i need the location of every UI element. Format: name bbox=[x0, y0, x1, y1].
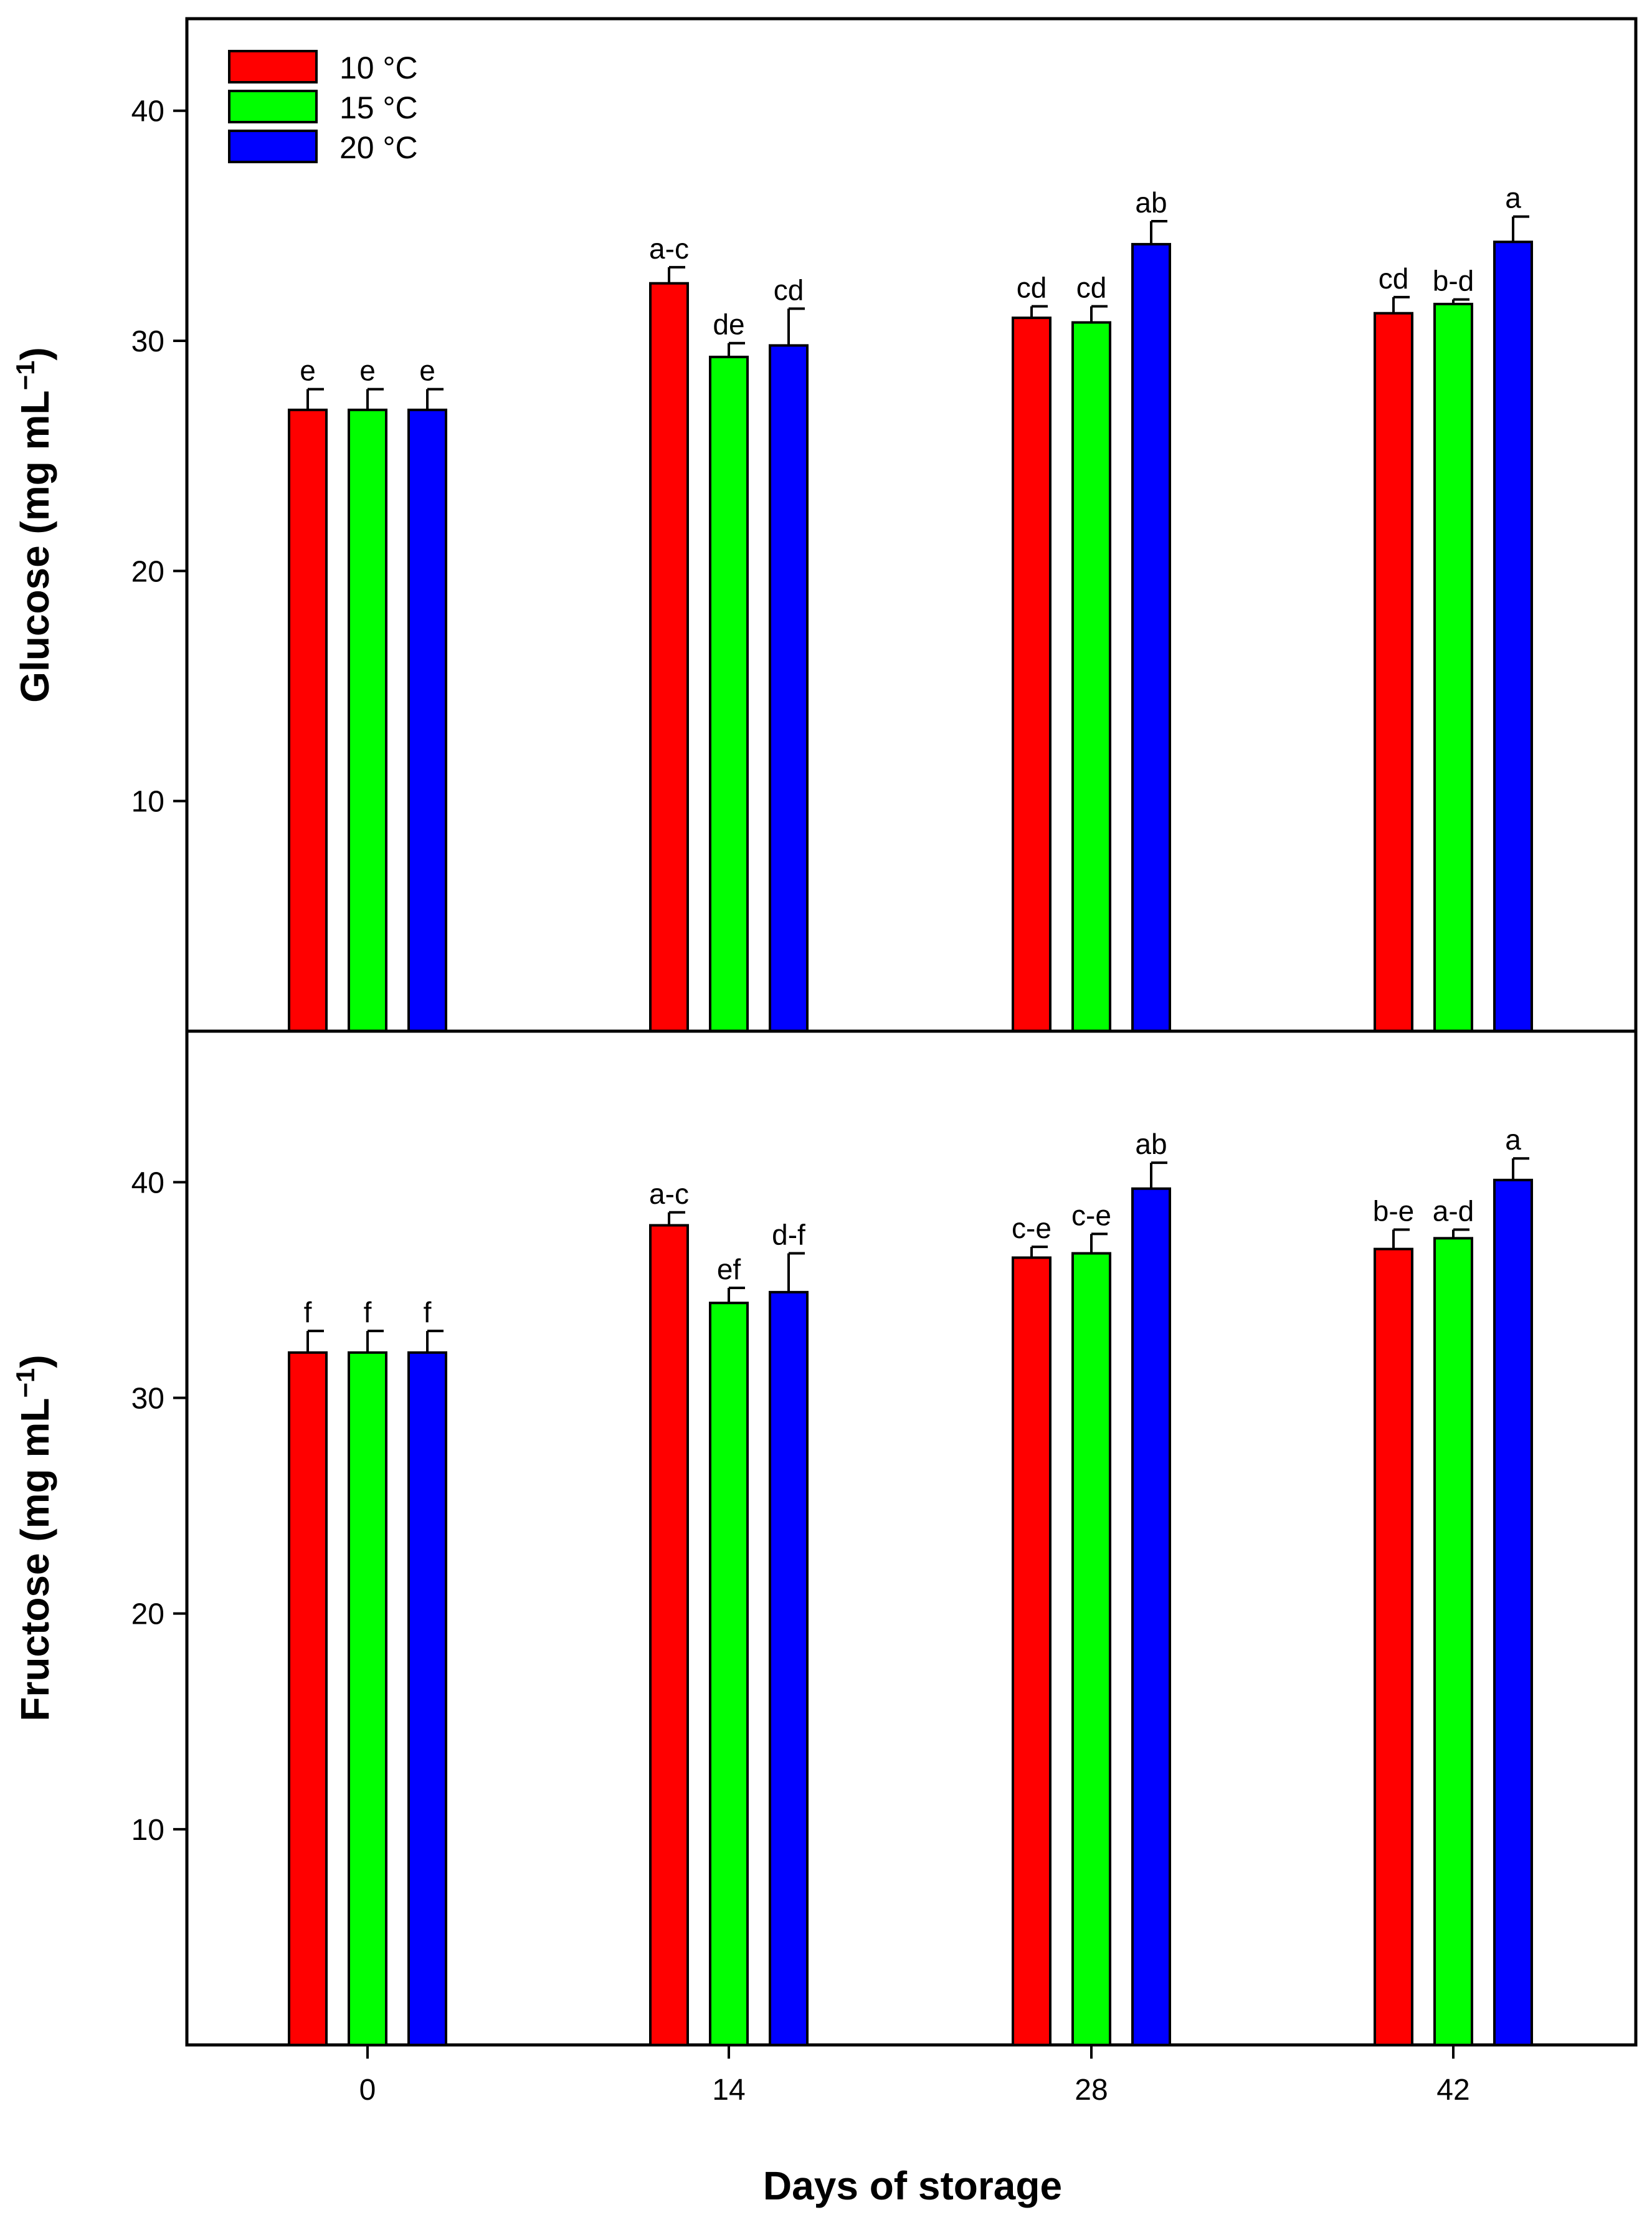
significance-letter: de bbox=[713, 308, 744, 341]
significance-letter: e bbox=[419, 355, 435, 387]
legend: 10 °C 15 °C 20 °C bbox=[228, 50, 418, 165]
bar bbox=[1012, 1256, 1051, 2046]
y-tick-label: 20 bbox=[131, 555, 164, 588]
legend-label: 10 °C bbox=[339, 50, 418, 85]
bar bbox=[407, 1351, 447, 2047]
bar bbox=[348, 1351, 387, 2047]
significance-letter: f bbox=[424, 1296, 432, 1328]
bar bbox=[288, 408, 328, 1032]
plot-frame bbox=[185, 1029, 1638, 2047]
bar bbox=[1374, 1247, 1413, 2046]
bar bbox=[709, 1302, 749, 2047]
legend-label: 20 °C bbox=[339, 130, 418, 165]
bar bbox=[1131, 242, 1171, 1033]
significance-letter: b-e bbox=[1373, 1194, 1414, 1227]
significance-letter: f bbox=[364, 1296, 372, 1328]
x-tick-label: 0 bbox=[359, 2074, 376, 2107]
x-tick-label: 14 bbox=[712, 2074, 745, 2107]
y-tick-label: 40 bbox=[131, 95, 164, 128]
legend-swatch bbox=[228, 50, 318, 83]
legend-swatch bbox=[228, 130, 318, 163]
bar bbox=[1433, 1237, 1473, 2046]
bar bbox=[769, 1290, 809, 2046]
panel-bottom: 10 20 30 40 Fructose (mg mL−1) f f f a-c ef d-f c-e… bbox=[11, 1029, 1638, 2107]
y-axis-title: Glucose (mg mL−1) bbox=[11, 347, 58, 703]
significance-letter: a-c bbox=[649, 232, 689, 265]
bar bbox=[1012, 317, 1051, 1032]
bar bbox=[1374, 312, 1413, 1032]
significance-letter: a bbox=[1505, 182, 1521, 214]
significance-letter: a-d bbox=[1433, 1194, 1474, 1227]
significance-letter: c-e bbox=[1012, 1212, 1051, 1244]
bar bbox=[649, 1224, 689, 2046]
significance-letter: ab bbox=[1135, 186, 1167, 219]
bar bbox=[407, 408, 447, 1032]
bar bbox=[1131, 1187, 1171, 2046]
x-axis-title: Days of storage bbox=[763, 2163, 1062, 2208]
y-tick-label: 40 bbox=[131, 1166, 164, 1199]
significance-letter: ab bbox=[1135, 1128, 1167, 1160]
significance-letter: f bbox=[304, 1296, 312, 1328]
x-tick-label: 42 bbox=[1436, 2074, 1469, 2107]
bar bbox=[1433, 302, 1473, 1032]
bar bbox=[1493, 241, 1533, 1032]
bar bbox=[1071, 321, 1111, 1032]
significance-letter: cd bbox=[1017, 272, 1047, 304]
significance-letter: cd bbox=[774, 274, 804, 306]
bar bbox=[1493, 1178, 1533, 2046]
y-axis-title: Fructose (mg mL−1) bbox=[11, 1355, 58, 1721]
bar bbox=[1071, 1252, 1111, 2046]
significance-letter: a bbox=[1505, 1123, 1521, 1156]
y-tick-label: 20 bbox=[131, 1598, 164, 1631]
y-tick-label: 30 bbox=[131, 325, 164, 358]
bar bbox=[709, 355, 749, 1032]
significance-letter: ef bbox=[717, 1253, 741, 1285]
bar bbox=[769, 344, 809, 1033]
x-tick-label: 28 bbox=[1075, 2074, 1108, 2107]
significance-letter: c-e bbox=[1071, 1199, 1111, 1231]
significance-letter: cd bbox=[1379, 262, 1409, 295]
bar bbox=[649, 282, 689, 1032]
legend-label: 15 °C bbox=[339, 90, 418, 125]
bar bbox=[348, 408, 387, 1032]
y-tick-label: 10 bbox=[131, 1814, 164, 1847]
significance-letter: e bbox=[359, 355, 376, 387]
bar bbox=[288, 1351, 328, 2047]
significance-letter: d-f bbox=[772, 1219, 805, 1251]
significance-letter: b-d bbox=[1433, 265, 1474, 297]
significance-letter: cd bbox=[1076, 272, 1107, 304]
significance-letter: e bbox=[300, 355, 316, 387]
y-tick-label: 10 bbox=[131, 786, 164, 819]
y-tick-label: 30 bbox=[131, 1382, 164, 1415]
significance-letter: a-c bbox=[649, 1178, 689, 1210]
legend-swatch bbox=[228, 90, 318, 123]
